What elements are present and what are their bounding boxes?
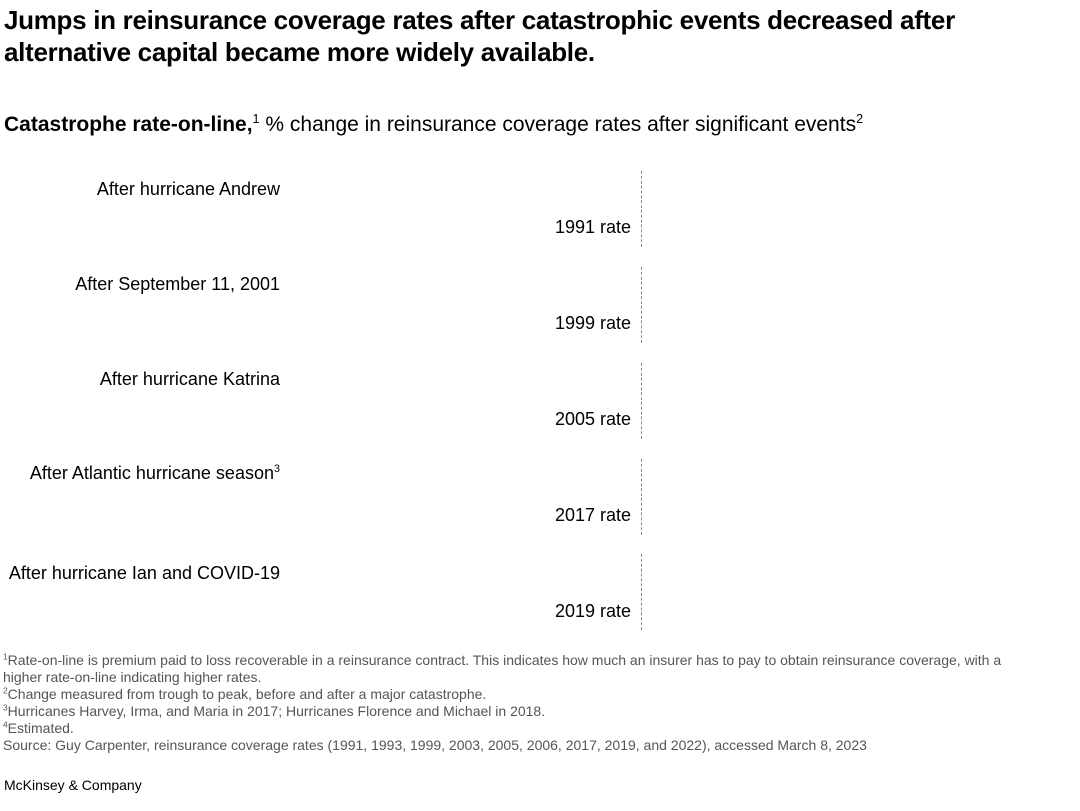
footnote: 3Hurricanes Harvey, Irma, and Maria in 2… bbox=[3, 702, 546, 719]
baseline-label: 1991 rate bbox=[554, 217, 631, 237]
brand-logo: McKinsey & Company bbox=[4, 777, 142, 793]
footnote-ref: 2 bbox=[856, 112, 864, 126]
baseline-label: 2017 rate bbox=[554, 505, 631, 525]
baseline-line bbox=[641, 459, 642, 535]
event-label: After hurricane Andrew bbox=[96, 179, 280, 199]
baseline-label: 1999 rate bbox=[554, 313, 631, 333]
event-label: After hurricane Ian and COVID-19 bbox=[8, 563, 280, 583]
footnote: 1Rate-on-line is premium paid to loss re… bbox=[3, 651, 1002, 668]
baseline-line bbox=[641, 554, 642, 630]
footnote: higher rate-on-line indicating higher ra… bbox=[3, 669, 262, 685]
footnote-ref: 1 bbox=[252, 112, 260, 126]
event-label: After hurricane Katrina bbox=[99, 369, 280, 389]
baseline-line bbox=[641, 363, 642, 439]
footnote: 4Estimated. bbox=[3, 719, 74, 736]
footnotes: 1Rate-on-line is premium paid to loss re… bbox=[3, 652, 1078, 754]
subtitle-text: % change in reinsurance coverage rates a… bbox=[259, 113, 857, 136]
subtitle-bold: Catastrophe rate-on-line, bbox=[4, 113, 253, 136]
footnote: 2Change measured from trough to peak, be… bbox=[3, 685, 487, 702]
event-label: After September 11, 2001 bbox=[75, 274, 280, 294]
baseline-label: 2019 rate bbox=[554, 601, 631, 621]
chart-title: Jumps in reinsurance coverage rates afte… bbox=[4, 5, 955, 67]
source-note: Source: Guy Carpenter, reinsurance cover… bbox=[3, 737, 867, 753]
event-label: After Atlantic hurricane season3 bbox=[29, 463, 280, 483]
baseline-label: 2005 rate bbox=[554, 409, 631, 429]
baseline-line bbox=[641, 171, 642, 247]
baseline-line bbox=[641, 267, 642, 343]
chart-subtitle: Catastrophe rate-on-line,1 % change in r… bbox=[4, 111, 863, 139]
